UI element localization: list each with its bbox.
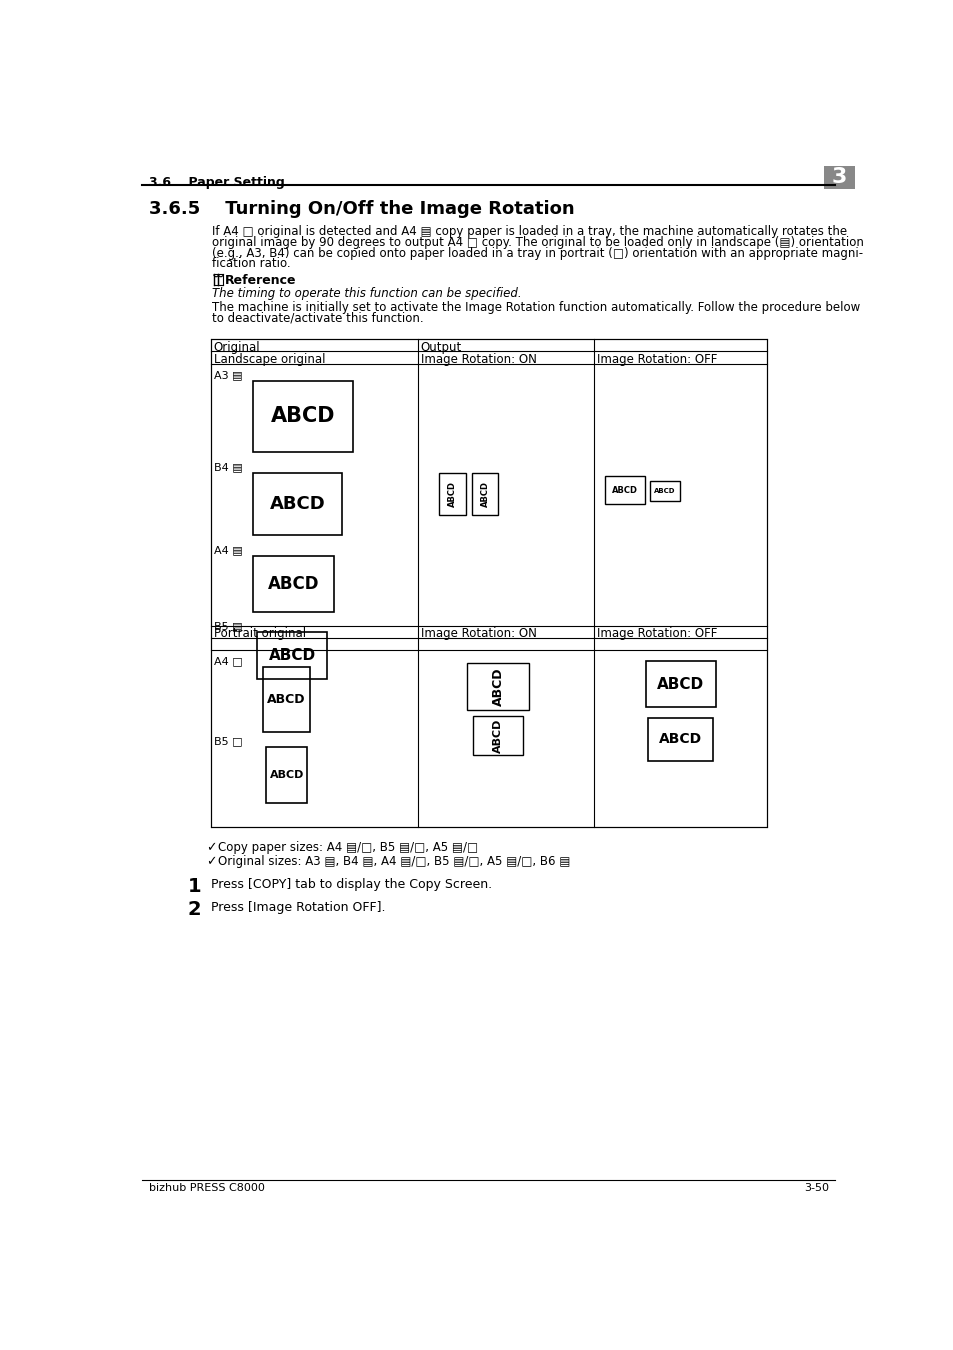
Text: original image by 90 degrees to output A4 □ copy. The original to be loaded only: original image by 90 degrees to output A… bbox=[212, 236, 863, 248]
Text: ABCD: ABCD bbox=[659, 733, 701, 747]
Text: Press [Image Rotation OFF].: Press [Image Rotation OFF]. bbox=[211, 902, 385, 914]
Text: ABCD: ABCD bbox=[270, 495, 325, 513]
Text: ABCD: ABCD bbox=[493, 718, 502, 753]
Text: ABCD: ABCD bbox=[654, 487, 675, 494]
Text: Image Rotation: OFF: Image Rotation: OFF bbox=[597, 352, 717, 366]
Bar bbox=[822, 166, 854, 189]
Text: Copy paper sizes: A4 ▤/□, B5 ▤/□, A5 ▤/□: Copy paper sizes: A4 ▤/□, B5 ▤/□, A5 ▤/□ bbox=[218, 841, 478, 855]
Text: Original sizes: A3 ▤, B4 ▤, A4 ▤/□, B5 ▤/□, A5 ▤/□, B6 ▤: Original sizes: A3 ▤, B4 ▤, A4 ▤/□, B5 ▤… bbox=[218, 855, 570, 868]
Text: ABCD: ABCD bbox=[271, 406, 335, 427]
Text: ABCD: ABCD bbox=[491, 667, 504, 706]
Text: Image Rotation: ON: Image Rotation: ON bbox=[420, 628, 536, 640]
Text: ABCD: ABCD bbox=[268, 575, 319, 593]
Bar bbox=[473, 717, 522, 755]
Bar bbox=[266, 747, 307, 803]
Text: Portrait original: Portrait original bbox=[213, 628, 306, 640]
Text: 3-50: 3-50 bbox=[803, 1183, 828, 1193]
Text: fication ratio.: fication ratio. bbox=[212, 258, 291, 270]
Text: Image Rotation: ON: Image Rotation: ON bbox=[420, 352, 536, 366]
Text: ABCD: ABCD bbox=[268, 648, 315, 663]
Text: Landscape original: Landscape original bbox=[213, 352, 325, 366]
Bar bbox=[604, 477, 645, 504]
Text: The timing to operate this function can be specified.: The timing to operate this function can … bbox=[212, 286, 521, 300]
Bar bbox=[647, 718, 713, 761]
Text: ABCD: ABCD bbox=[657, 676, 703, 691]
Text: bizhub PRESS C8000: bizhub PRESS C8000 bbox=[149, 1183, 264, 1193]
Text: Press [COPY] tab to display the Copy Screen.: Press [COPY] tab to display the Copy Scr… bbox=[211, 878, 492, 891]
Bar bbox=[472, 472, 497, 514]
Text: ABCD: ABCD bbox=[612, 486, 638, 494]
Bar bbox=[263, 667, 310, 732]
Text: A4 □: A4 □ bbox=[213, 656, 242, 667]
Bar bbox=[253, 381, 353, 451]
Text: A4 ▤: A4 ▤ bbox=[213, 545, 242, 555]
Text: B5 ▤: B5 ▤ bbox=[213, 621, 242, 630]
Text: ABCD: ABCD bbox=[480, 481, 489, 506]
Text: The machine is initially set to activate the Image Rotation function automatical: The machine is initially set to activate… bbox=[212, 301, 860, 313]
Text: ABCD: ABCD bbox=[269, 769, 303, 780]
Text: If A4 □ original is detected and A4 ▤ copy paper is loaded in a tray, the machin: If A4 □ original is detected and A4 ▤ co… bbox=[212, 225, 846, 238]
Text: Image Rotation: OFF: Image Rotation: OFF bbox=[597, 628, 717, 640]
Bar bbox=[467, 663, 529, 710]
Bar bbox=[439, 472, 465, 514]
Text: A3 ▤: A3 ▤ bbox=[213, 370, 242, 379]
Text: 1: 1 bbox=[187, 876, 201, 895]
Text: B4 ▤: B4 ▤ bbox=[213, 462, 242, 472]
Bar bbox=[649, 481, 679, 501]
Text: 2: 2 bbox=[187, 899, 201, 918]
Bar bbox=[253, 472, 342, 535]
Text: 3.6    Paper Setting: 3.6 Paper Setting bbox=[149, 176, 284, 189]
Bar bbox=[257, 632, 327, 679]
Text: to deactivate/activate this function.: to deactivate/activate this function. bbox=[212, 312, 423, 324]
Text: 3.6.5    Turning On/Off the Image Rotation: 3.6.5 Turning On/Off the Image Rotation bbox=[149, 201, 574, 219]
Text: (e.g., A3, B4) can be copied onto paper loaded in a tray in portrait (□) orienta: (e.g., A3, B4) can be copied onto paper … bbox=[212, 247, 862, 259]
Text: Original: Original bbox=[213, 340, 260, 354]
Text: Output: Output bbox=[420, 340, 461, 354]
Bar bbox=[253, 556, 334, 612]
Text: ✓: ✓ bbox=[206, 841, 216, 855]
Text: 3: 3 bbox=[831, 167, 846, 188]
Text: B5 □: B5 □ bbox=[213, 736, 242, 747]
Text: Reference: Reference bbox=[224, 274, 295, 288]
Bar bbox=[211, 339, 766, 828]
Text: ABCD: ABCD bbox=[267, 693, 306, 706]
Bar bbox=[645, 662, 715, 707]
Text: ✓: ✓ bbox=[206, 855, 216, 868]
Text: ABCD: ABCD bbox=[448, 481, 456, 506]
